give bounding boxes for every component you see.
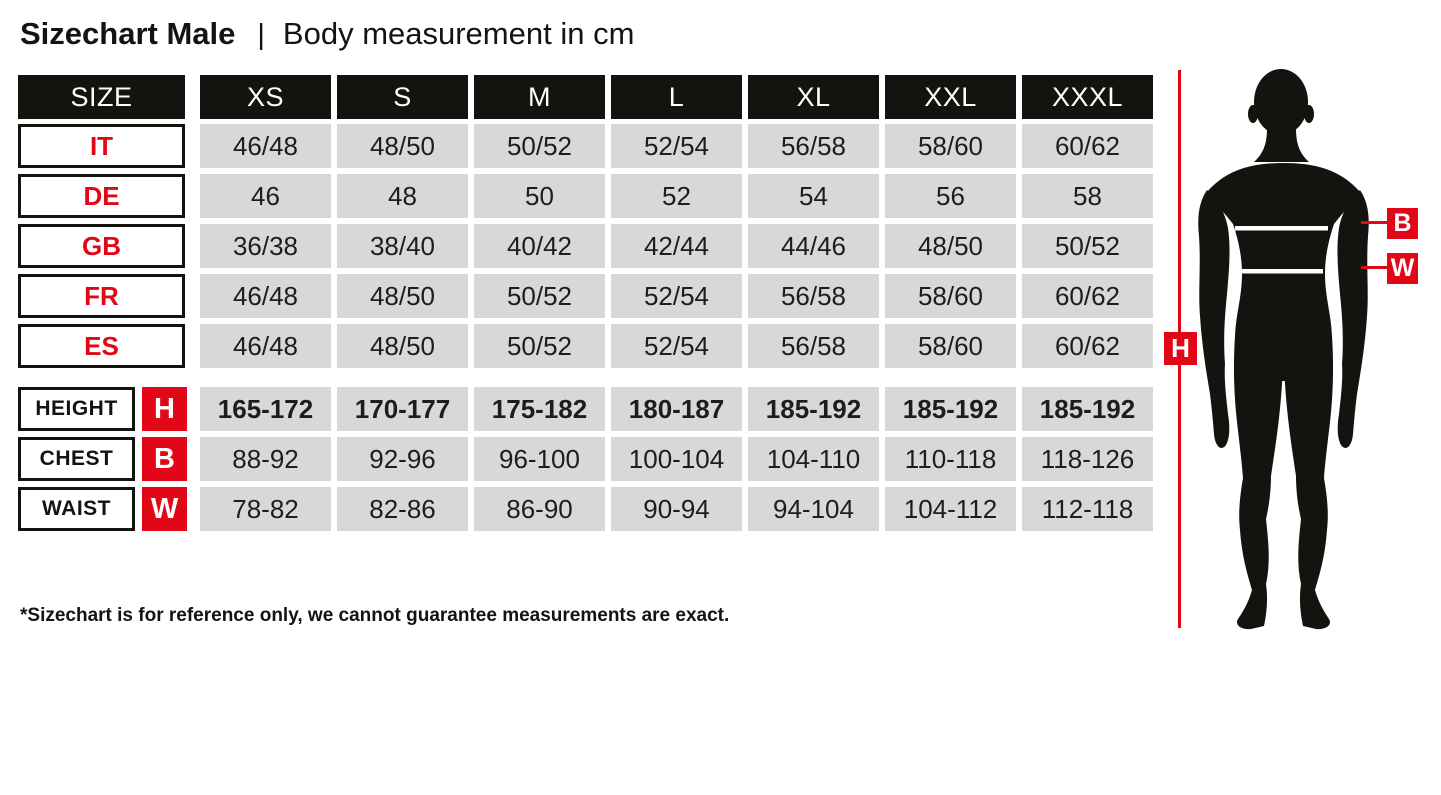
height-tag: H bbox=[1164, 332, 1197, 365]
table-cell: 118-126 bbox=[1022, 437, 1153, 481]
column-header-xxxl: XXXL bbox=[1022, 75, 1153, 119]
table-cell: 58/60 bbox=[885, 124, 1016, 168]
table-cell: 40/42 bbox=[474, 224, 605, 268]
column-header-m: M bbox=[474, 75, 605, 119]
table-cell: 60/62 bbox=[1022, 124, 1153, 168]
table-cell: 104-112 bbox=[885, 487, 1016, 531]
waist-connector-line bbox=[1361, 266, 1388, 269]
table-cell: 50/52 bbox=[474, 124, 605, 168]
table-cell: 46 bbox=[200, 174, 331, 218]
table-cell: 60/62 bbox=[1022, 274, 1153, 318]
table-cell: 50 bbox=[474, 174, 605, 218]
table-cell: 48/50 bbox=[337, 124, 468, 168]
waist-letter-badge: W bbox=[142, 487, 187, 531]
table-cell: 112-118 bbox=[1022, 487, 1153, 531]
table-cell: 46/48 bbox=[200, 124, 331, 168]
table-cell: 48/50 bbox=[885, 224, 1016, 268]
height-letter-badge: H bbox=[142, 387, 187, 431]
table-cell: 56/58 bbox=[748, 274, 879, 318]
table-cell: 94-104 bbox=[748, 487, 879, 531]
title-main: Sizechart Male bbox=[20, 16, 236, 51]
table-cell: 185-192 bbox=[748, 387, 879, 431]
table-cell: 50/52 bbox=[474, 324, 605, 368]
waist-tag: W bbox=[1387, 253, 1418, 284]
table-cell: 48/50 bbox=[337, 324, 468, 368]
region-label-gb: GB bbox=[18, 224, 185, 268]
table-cell: 175-182 bbox=[474, 387, 605, 431]
region-label-fr: FR bbox=[18, 274, 185, 318]
table-cell: 60/62 bbox=[1022, 324, 1153, 368]
chest-band-line bbox=[1235, 226, 1328, 231]
measurement-label-waist: WAIST bbox=[18, 487, 135, 531]
table-cell: 92-96 bbox=[337, 437, 468, 481]
column-header-xl: XL bbox=[748, 75, 879, 119]
table-cell: 56 bbox=[885, 174, 1016, 218]
table-cell: 56/58 bbox=[748, 124, 879, 168]
chest-letter-badge: B bbox=[142, 437, 187, 481]
table-cell: 52 bbox=[611, 174, 742, 218]
table-cell: 110-118 bbox=[885, 437, 1016, 481]
table-cell: 58 bbox=[1022, 174, 1153, 218]
chest-tag: B bbox=[1387, 208, 1418, 239]
table-cell: 52/54 bbox=[611, 124, 742, 168]
table-cell: 185-192 bbox=[885, 387, 1016, 431]
table-cell: 180-187 bbox=[611, 387, 742, 431]
disclaimer-note: *Sizechart is for reference only, we can… bbox=[20, 605, 730, 626]
table-cell: 46/48 bbox=[200, 274, 331, 318]
measurement-label-chest: CHEST bbox=[18, 437, 135, 481]
table-cell: 104-110 bbox=[748, 437, 879, 481]
table-cell: 86-90 bbox=[474, 487, 605, 531]
table-cell: 96-100 bbox=[474, 437, 605, 481]
table-cell: 44/46 bbox=[748, 224, 879, 268]
table-cell: 52/54 bbox=[611, 324, 742, 368]
table-cell: 185-192 bbox=[1022, 387, 1153, 431]
column-header-s: S bbox=[337, 75, 468, 119]
waist-band-line bbox=[1237, 269, 1323, 274]
table-cell: 58/60 bbox=[885, 324, 1016, 368]
table-cell: 78-82 bbox=[200, 487, 331, 531]
table-cell: 58/60 bbox=[885, 274, 1016, 318]
table-cell: 46/48 bbox=[200, 324, 331, 368]
table-cell: 50/52 bbox=[474, 274, 605, 318]
title-separator: | bbox=[257, 19, 265, 51]
region-label-it: IT bbox=[18, 124, 185, 168]
column-header-xs: XS bbox=[200, 75, 331, 119]
page-title: Sizechart Male | Body measurement in cm bbox=[20, 16, 634, 52]
column-header-xxl: XXL bbox=[885, 75, 1016, 119]
column-header-l: L bbox=[611, 75, 742, 119]
table-cell: 88-92 bbox=[200, 437, 331, 481]
table-cell: 170-177 bbox=[337, 387, 468, 431]
table-cell: 54 bbox=[748, 174, 879, 218]
size-header: SIZE bbox=[18, 75, 185, 119]
table-cell: 48 bbox=[337, 174, 468, 218]
table-cell: 165-172 bbox=[200, 387, 331, 431]
table-cell: 48/50 bbox=[337, 274, 468, 318]
measurement-label-height: HEIGHT bbox=[18, 387, 135, 431]
table-cell: 56/58 bbox=[748, 324, 879, 368]
table-cell: 38/40 bbox=[337, 224, 468, 268]
region-label-es: ES bbox=[18, 324, 185, 368]
chest-connector-line bbox=[1361, 221, 1388, 224]
table-cell: 90-94 bbox=[611, 487, 742, 531]
table-cell: 42/44 bbox=[611, 224, 742, 268]
region-label-de: DE bbox=[18, 174, 185, 218]
table-cell: 36/38 bbox=[200, 224, 331, 268]
title-subtitle: Body measurement in cm bbox=[282, 16, 635, 51]
male-silhouette bbox=[1198, 69, 1369, 630]
table-cell: 100-104 bbox=[611, 437, 742, 481]
table-cell: 52/54 bbox=[611, 274, 742, 318]
table-cell: 50/52 bbox=[1022, 224, 1153, 268]
table-cell: 82-86 bbox=[337, 487, 468, 531]
